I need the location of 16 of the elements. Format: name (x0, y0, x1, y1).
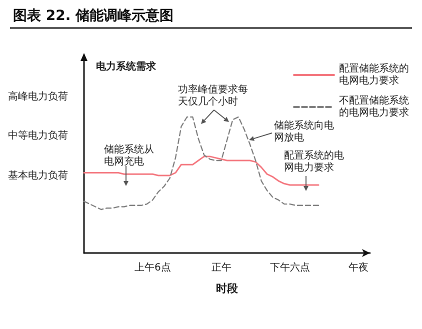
text: 基本电力负荷 (8, 170, 68, 182)
text: 功率峰值要求每天仅几个小时 (178, 84, 248, 108)
annotation: 配置系统的电网电力要求 (284, 150, 344, 174)
x-tick-label: 午夜 (348, 262, 369, 274)
legend-label: 配置储能系统的电网电力要求 (339, 62, 409, 86)
x-tick-label: 上午6点 (134, 262, 171, 274)
x-tick-label: 正午 (211, 262, 232, 274)
x-axis-title: 时段 (216, 282, 239, 295)
y-axis-title: 电力系统需求 (96, 60, 157, 72)
x-tick-label: 下午六点 (270, 262, 310, 274)
text: 中等电力负荷 (8, 130, 68, 142)
annotation: 储能系统从电网充电 (104, 144, 154, 168)
chart-title: 图表 22. 储能调峰示意图 (13, 7, 174, 24)
text: 高峰电力负荷 (8, 90, 68, 102)
legend-label: 不配置储能系统的电网电力要求 (339, 94, 409, 118)
annotation: 储能系统向电网放电 (274, 120, 334, 144)
